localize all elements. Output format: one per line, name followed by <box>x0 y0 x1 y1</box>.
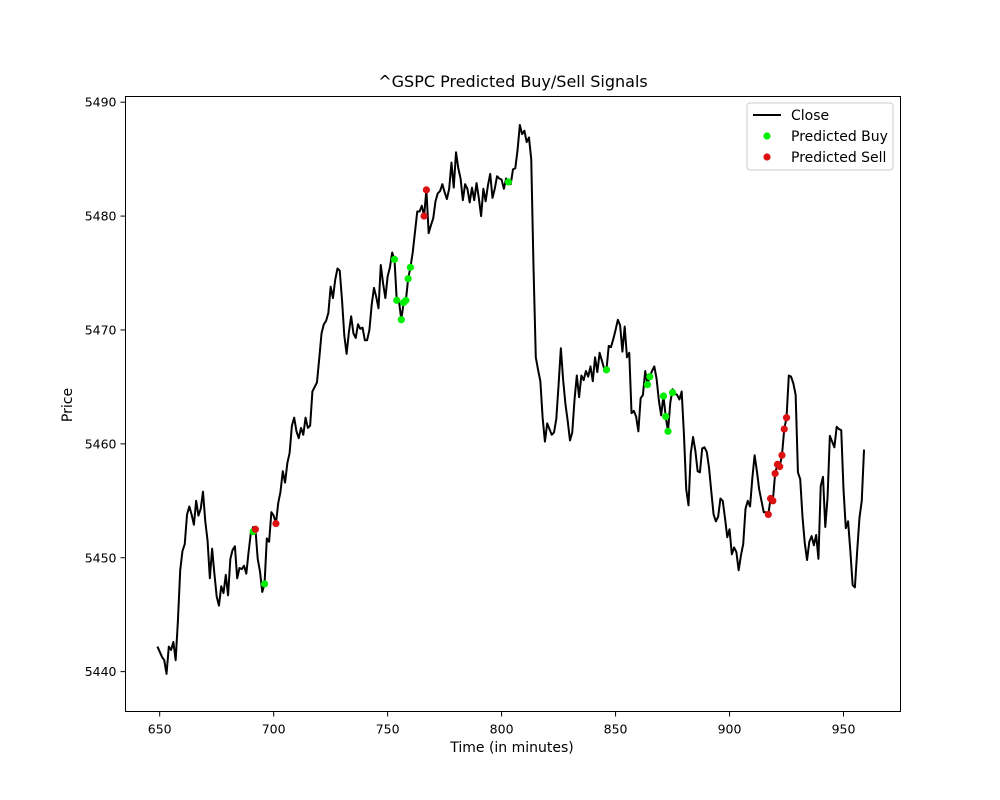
x-tick-label: 700 <box>262 722 286 737</box>
legend: Close Predicted Buy Predicted Sell <box>746 102 894 171</box>
legend-buy-swatch <box>763 132 771 140</box>
close-price-line <box>156 123 866 675</box>
y-axis: 5440 5450 5460 5470 5480 5490 <box>85 95 126 679</box>
buy-marker <box>646 373 654 381</box>
buy-marker <box>504 178 513 186</box>
sell-marker <box>771 469 779 478</box>
buy-marker <box>602 366 611 374</box>
buy-marker <box>404 275 412 283</box>
y-tick-label: 5470 <box>85 322 117 337</box>
plot-area <box>125 96 901 712</box>
sell-marker <box>420 212 428 220</box>
buy-marker <box>260 580 269 588</box>
x-tick-label: 750 <box>376 722 400 737</box>
y-tick-label: 5440 <box>85 664 117 679</box>
buy-marker <box>397 316 405 324</box>
close-line-layer <box>156 123 866 675</box>
buy-marker <box>402 296 410 304</box>
buy-marker <box>406 263 415 271</box>
y-tick-label: 5460 <box>85 436 117 451</box>
y-tick-label: 5450 <box>85 550 117 565</box>
buy-marker <box>668 389 677 397</box>
x-tick-label: 950 <box>832 722 856 737</box>
buy-marker <box>393 296 401 304</box>
y-tick-label: 5480 <box>85 209 117 224</box>
x-tick-label: 850 <box>604 722 628 737</box>
legend-close-label: Close <box>791 108 829 124</box>
buy-marker <box>390 255 399 263</box>
plot-frame <box>125 96 901 712</box>
sell-marker <box>782 414 791 422</box>
sell-marker <box>776 463 784 471</box>
x-tick-label: 800 <box>490 722 514 737</box>
sell-marker <box>778 451 786 459</box>
legend-box <box>746 102 894 171</box>
sell-marker <box>422 186 430 194</box>
buy-marker <box>643 381 652 389</box>
buy-markers <box>249 178 677 588</box>
legend-sell-swatch <box>763 153 771 161</box>
y-tick-label: 5490 <box>85 95 117 110</box>
chart-title: ^GSPC Predicted Buy/Sell Signals <box>378 72 648 91</box>
plot-background <box>125 96 901 712</box>
legend-sell-label: Predicted Sell <box>791 150 886 166</box>
sell-marker <box>272 519 280 528</box>
sell-marker <box>764 510 772 519</box>
sell-marker <box>251 525 260 533</box>
sell-marker <box>780 425 788 433</box>
x-axis: 650 700 750 800 850 900 950 <box>148 711 856 737</box>
sell-marker <box>769 497 777 505</box>
x-axis-label: Time (in minutes) <box>449 740 574 756</box>
sell-markers <box>251 186 791 533</box>
buy-marker <box>664 427 672 435</box>
legend-buy-label: Predicted Buy <box>791 129 888 145</box>
x-tick-label: 900 <box>718 722 742 737</box>
x-tick-label: 650 <box>148 722 172 737</box>
buy-marker <box>662 412 670 421</box>
y-axis-label: Price <box>60 388 76 422</box>
buy-marker <box>659 392 668 400</box>
